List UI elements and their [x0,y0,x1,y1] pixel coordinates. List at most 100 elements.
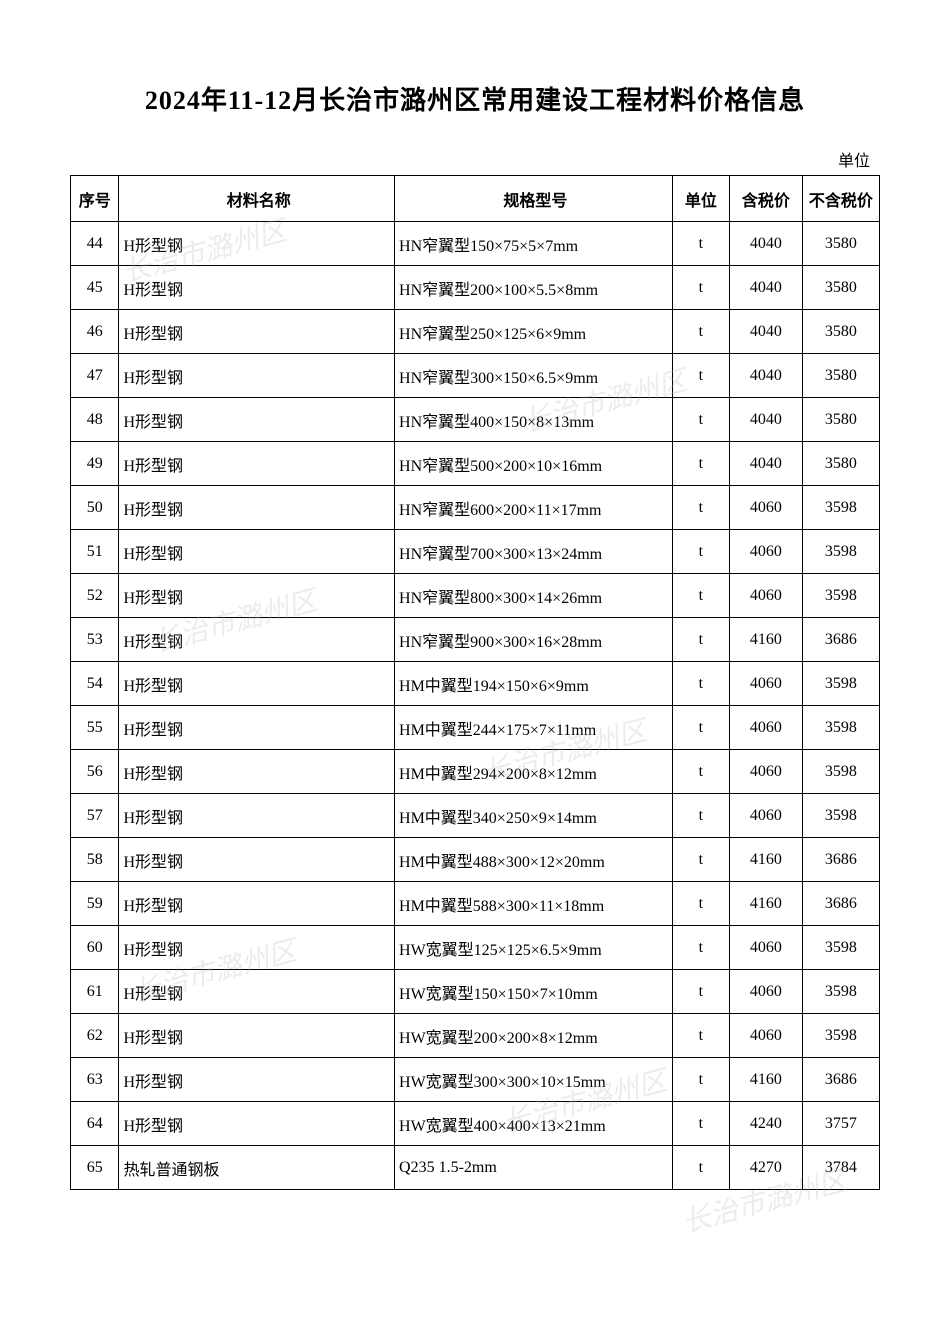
cell-unit: t [672,662,729,706]
cell-unit: t [672,794,729,838]
cell-unit: t [672,882,729,926]
cell-unit: t [672,486,729,530]
cell-seq: 62 [71,1014,119,1058]
table-row: 58H形型钢HM中翼型488×300×12×20mmt41603686 [71,838,880,882]
cell-seq: 53 [71,618,119,662]
cell-price-notax: 3686 [802,618,879,662]
cell-name: H形型钢 [119,266,395,310]
header-name: 材料名称 [119,176,395,222]
cell-name: H形型钢 [119,618,395,662]
cell-spec: HN窄翼型300×150×6.5×9mm [395,354,673,398]
table-row: 49H形型钢HN窄翼型500×200×10×16mmt40403580 [71,442,880,486]
unit-label: 单位 [70,147,880,171]
cell-price-notax: 3686 [802,1058,879,1102]
cell-spec: HN窄翼型250×125×6×9mm [395,310,673,354]
cell-price-tax: 4160 [730,882,803,926]
cell-price-notax: 3757 [802,1102,879,1146]
cell-seq: 58 [71,838,119,882]
cell-unit: t [672,222,729,266]
cell-seq: 55 [71,706,119,750]
table-row: 60H形型钢HW宽翼型125×125×6.5×9mmt40603598 [71,926,880,970]
cell-name: 热轧普通钢板 [119,1146,395,1190]
table-row: 63H形型钢HW宽翼型300×300×10×15mmt41603686 [71,1058,880,1102]
cell-name: H形型钢 [119,926,395,970]
cell-unit: t [672,310,729,354]
cell-name: H形型钢 [119,794,395,838]
cell-seq: 47 [71,354,119,398]
cell-unit: t [672,970,729,1014]
cell-name: H形型钢 [119,354,395,398]
cell-spec: HN窄翼型900×300×16×28mm [395,618,673,662]
cell-price-tax: 4060 [730,662,803,706]
cell-spec: HM中翼型194×150×6×9mm [395,662,673,706]
cell-spec: Q235 1.5-2mm [395,1146,673,1190]
cell-price-notax: 3784 [802,1146,879,1190]
materials-price-table: 序号 材料名称 规格型号 单位 含税价 不含税价 44H形型钢HN窄翼型150×… [70,175,880,1190]
cell-price-notax: 3598 [802,486,879,530]
cell-price-notax: 3580 [802,310,879,354]
cell-spec: HW宽翼型200×200×8×12mm [395,1014,673,1058]
cell-name: H形型钢 [119,442,395,486]
cell-spec: HN窄翼型600×200×11×17mm [395,486,673,530]
cell-unit: t [672,750,729,794]
cell-spec: HW宽翼型150×150×7×10mm [395,970,673,1014]
cell-price-tax: 4040 [730,222,803,266]
cell-price-notax: 3580 [802,266,879,310]
cell-price-tax: 4060 [730,1014,803,1058]
cell-price-notax: 3580 [802,222,879,266]
cell-price-tax: 4160 [730,838,803,882]
cell-price-notax: 3598 [802,794,879,838]
cell-seq: 52 [71,574,119,618]
table-row: 44H形型钢HN窄翼型150×75×5×7mmt40403580 [71,222,880,266]
header-price-tax: 含税价 [730,176,803,222]
cell-price-tax: 4060 [730,750,803,794]
cell-spec: HN窄翼型200×100×5.5×8mm [395,266,673,310]
cell-price-tax: 4040 [730,398,803,442]
cell-name: H形型钢 [119,398,395,442]
cell-spec: HN窄翼型500×200×10×16mm [395,442,673,486]
cell-price-tax: 4060 [730,530,803,574]
table-row: 47H形型钢HN窄翼型300×150×6.5×9mmt40403580 [71,354,880,398]
cell-unit: t [672,574,729,618]
cell-seq: 44 [71,222,119,266]
cell-name: H形型钢 [119,222,395,266]
cell-price-notax: 3580 [802,398,879,442]
table-row: 61H形型钢HW宽翼型150×150×7×10mmt40603598 [71,970,880,1014]
cell-price-notax: 3580 [802,354,879,398]
header-seq: 序号 [71,176,119,222]
cell-spec: HM中翼型340×250×9×14mm [395,794,673,838]
cell-price-tax: 4040 [730,354,803,398]
table-row: 45H形型钢HN窄翼型200×100×5.5×8mmt40403580 [71,266,880,310]
cell-seq: 61 [71,970,119,1014]
table-header-row: 序号 材料名称 规格型号 单位 含税价 不含税价 [71,176,880,222]
cell-spec: HW宽翼型400×400×13×21mm [395,1102,673,1146]
cell-price-notax: 3598 [802,530,879,574]
cell-spec: HM中翼型244×175×7×11mm [395,706,673,750]
cell-price-tax: 4040 [730,442,803,486]
cell-price-tax: 4040 [730,310,803,354]
cell-name: H形型钢 [119,530,395,574]
cell-name: H形型钢 [119,838,395,882]
cell-spec: HM中翼型588×300×11×18mm [395,882,673,926]
cell-name: H形型钢 [119,750,395,794]
cell-seq: 64 [71,1102,119,1146]
cell-unit: t [672,838,729,882]
cell-price-notax: 3598 [802,970,879,1014]
cell-unit: t [672,266,729,310]
cell-spec: HW宽翼型300×300×10×15mm [395,1058,673,1102]
table-row: 50H形型钢HN窄翼型600×200×11×17mmt40603598 [71,486,880,530]
cell-price-notax: 3598 [802,574,879,618]
cell-seq: 57 [71,794,119,838]
cell-price-tax: 4160 [730,618,803,662]
cell-spec: HN窄翼型800×300×14×26mm [395,574,673,618]
cell-seq: 60 [71,926,119,970]
cell-spec: HN窄翼型700×300×13×24mm [395,530,673,574]
cell-price-tax: 4060 [730,486,803,530]
header-unit: 单位 [672,176,729,222]
cell-spec: HM中翼型294×200×8×12mm [395,750,673,794]
cell-unit: t [672,530,729,574]
cell-price-tax: 4060 [730,794,803,838]
cell-price-notax: 3598 [802,1014,879,1058]
cell-seq: 59 [71,882,119,926]
cell-unit: t [672,442,729,486]
